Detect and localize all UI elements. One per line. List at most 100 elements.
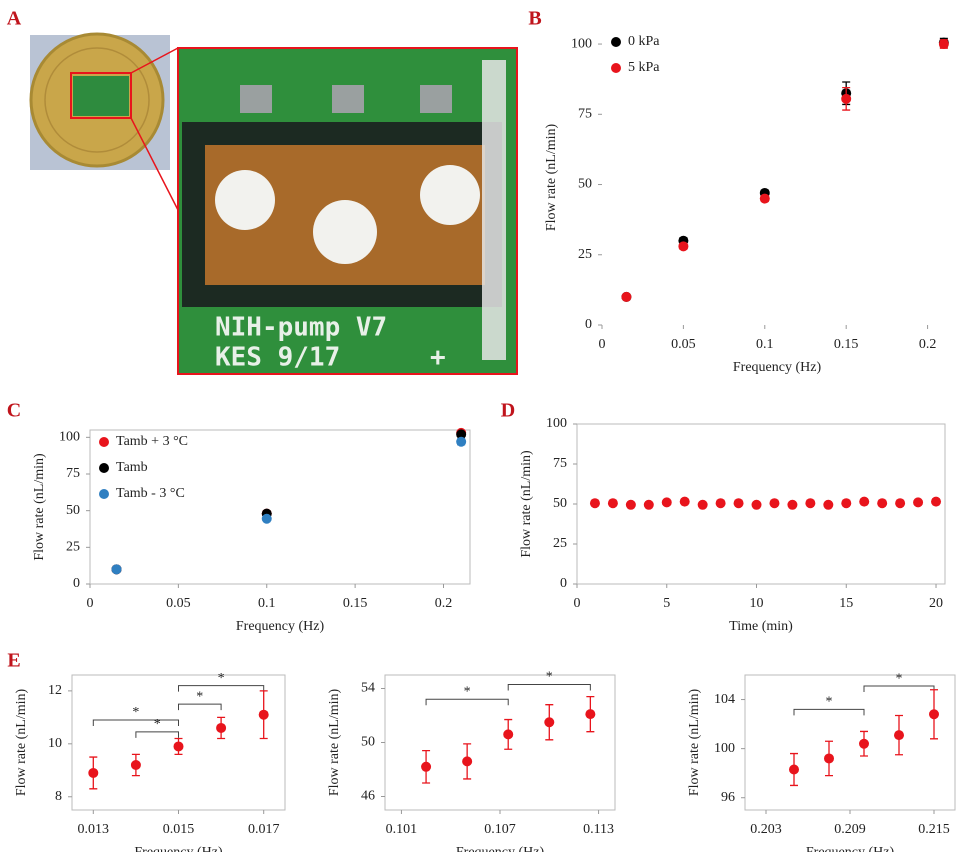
data-point (715, 498, 726, 509)
plot-frame (89, 429, 471, 585)
zoom-line (130, 117, 179, 211)
significance-label: * (218, 671, 225, 686)
data-point (877, 498, 888, 509)
pcb-text: + (430, 343, 446, 373)
panel-label: A (7, 8, 22, 30)
legend-label: 0 kPa (628, 34, 660, 49)
panel-label: D (501, 400, 515, 422)
pad (420, 85, 452, 113)
x-tick-label: 0.101 (386, 822, 418, 837)
plot-frame (384, 674, 616, 811)
pcb-text: KES 9/17 (215, 343, 340, 373)
y-tick-label: 10 (48, 736, 62, 751)
data-point (643, 499, 654, 510)
data-point (258, 709, 269, 720)
pad (332, 85, 364, 113)
x-tick-label: 0.017 (248, 822, 280, 837)
x-tick-label: 0.1 (756, 337, 774, 352)
x-tick-label: 15 (839, 596, 853, 611)
zoom-line (130, 47, 179, 74)
y-tick-label: 46 (361, 789, 375, 804)
x-tick-label: 0.05 (671, 337, 696, 352)
panel-label: B (528, 8, 541, 30)
significance-bracket (178, 685, 265, 692)
data-point (841, 498, 852, 509)
y-tick-label: 8 (55, 789, 62, 804)
x-tick-label: 0.215 (918, 822, 950, 837)
significance-bracket (178, 703, 222, 711)
data-point (679, 496, 690, 507)
y-tick-label: 0 (73, 576, 80, 591)
x-tick-label: 0.209 (834, 822, 866, 837)
data-point (621, 291, 632, 302)
y-tick-label: 25 (66, 540, 80, 555)
data-point (678, 241, 689, 252)
data-point (824, 753, 834, 764)
data-point (661, 497, 672, 508)
x-tick-label: 0.05 (166, 596, 191, 611)
y-axis-label: Flow rate (nL/min) (32, 453, 47, 561)
data-point (607, 498, 618, 509)
data-point (88, 767, 99, 778)
significance-label: * (132, 705, 139, 720)
data-point (589, 498, 600, 509)
x-tick-label: 0.107 (484, 822, 516, 837)
significance-bracket (135, 731, 179, 738)
significance-bracket (793, 708, 865, 716)
x-tick-label: 20 (929, 596, 943, 611)
x-tick-label: 0.013 (78, 822, 110, 837)
data-point (261, 513, 272, 524)
significance-bracket (425, 698, 509, 706)
significance-label: * (826, 695, 833, 710)
y-tick-label: 100 (546, 416, 567, 431)
data-point (841, 93, 852, 104)
x-tick-label: 0.113 (583, 822, 614, 837)
y-tick-label: 75 (66, 466, 80, 481)
data-point (769, 498, 780, 509)
data-point (173, 741, 184, 752)
legend-marker (99, 437, 109, 447)
data-point (216, 722, 227, 733)
y-tick-label: 75 (578, 107, 592, 122)
y-tick-label: 25 (553, 536, 567, 551)
y-tick-label: 50 (578, 177, 592, 192)
panel-label: E (7, 650, 20, 672)
valve (420, 165, 480, 225)
y-tick-label: 104 (714, 692, 735, 707)
data-point (929, 709, 939, 720)
significance-label: * (546, 670, 553, 685)
data-point (931, 496, 942, 507)
data-point (421, 761, 432, 772)
x-axis-label: Frequency (Hz) (236, 619, 325, 634)
significance-label: * (464, 685, 471, 700)
valve (313, 200, 377, 264)
legend-marker (611, 63, 621, 73)
data-point (733, 498, 744, 509)
data-point (805, 498, 816, 509)
legend-marker (99, 489, 109, 499)
data-point (823, 499, 834, 510)
panel-a-photo (29, 32, 518, 375)
y-tick-label: 50 (361, 735, 375, 750)
chip (73, 76, 129, 116)
zoom-box (70, 72, 132, 119)
y-tick-label: 25 (578, 247, 592, 262)
panel-label: C (7, 400, 21, 422)
data-point (456, 436, 467, 447)
x-tick-label: 0.2 (919, 337, 937, 352)
data-point (544, 717, 555, 728)
pad (240, 85, 272, 113)
legend-label: Tamb + 3 °C (116, 434, 188, 449)
x-axis-label: Frequency (Hz) (806, 845, 895, 852)
y-tick-label: 12 (48, 683, 62, 698)
significance-bracket (507, 683, 591, 691)
significance-bracket (92, 719, 179, 726)
pcb-text: NIH-pump V7 (215, 313, 387, 343)
y-tick-label: 100 (571, 36, 592, 51)
data-point (759, 193, 770, 204)
data-point (751, 499, 762, 510)
y-tick-label: 75 (553, 456, 567, 471)
y-axis-label: Flow rate (nL/min) (519, 450, 534, 558)
